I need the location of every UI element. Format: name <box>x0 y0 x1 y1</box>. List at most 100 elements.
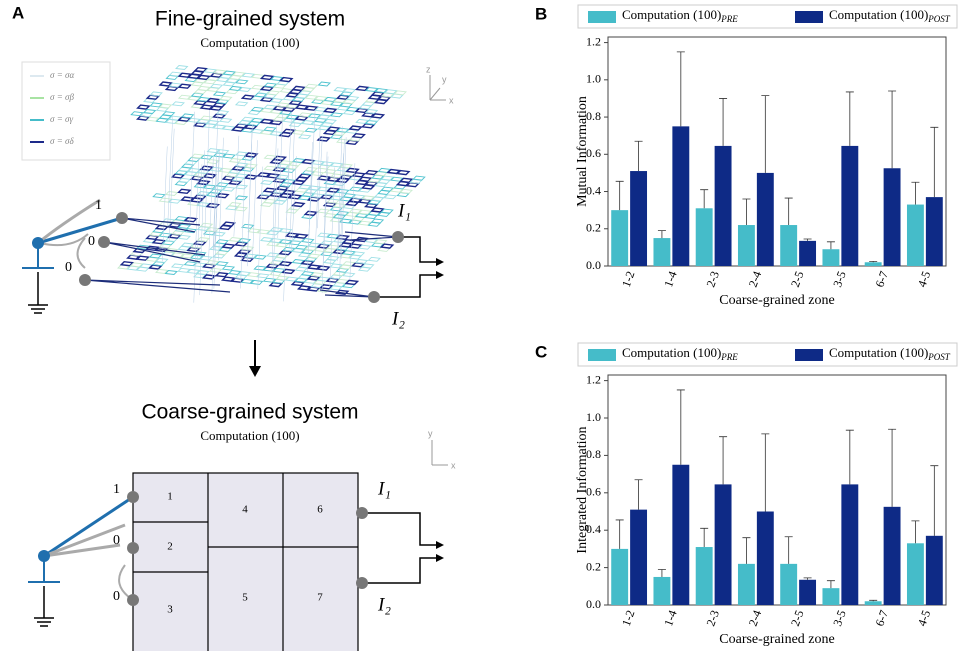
panel-label: C <box>535 342 547 361</box>
lattice-cell <box>342 88 357 94</box>
lattice-link <box>212 110 219 250</box>
lattice-cell <box>174 216 188 222</box>
lattice-cell <box>374 239 388 245</box>
lattice-cell <box>158 103 173 109</box>
bar <box>780 563 798 605</box>
lattice-cell <box>171 252 185 258</box>
x-tick-label: 2-5 <box>788 608 807 628</box>
lattice-cell <box>243 253 258 259</box>
error-bar <box>869 260 878 263</box>
error-bar <box>784 536 793 564</box>
lattice-cell <box>180 242 195 248</box>
lattice-cell <box>196 202 210 207</box>
lattice-cell <box>345 106 360 112</box>
lattice-link <box>218 137 224 261</box>
lattice-cell <box>201 274 217 280</box>
lattice-cell <box>314 106 328 112</box>
output-label: I₁ <box>397 200 411 221</box>
error-bar <box>615 180 624 211</box>
lattice-cell <box>272 155 288 162</box>
panel-label: B <box>535 4 547 23</box>
lattice-cell <box>228 202 242 207</box>
lattice-cell <box>345 95 360 101</box>
x-tick-label: 2-4 <box>746 608 765 628</box>
lattice-cell <box>269 238 283 244</box>
lattice-cell <box>326 255 340 261</box>
lattice-cell <box>364 109 379 114</box>
x-tick-label: 6-7 <box>872 269 891 289</box>
lattice-link <box>204 110 210 237</box>
lattice-cell <box>341 238 357 245</box>
node <box>127 594 139 606</box>
bar <box>672 126 690 267</box>
lattice-cell <box>161 111 176 117</box>
output-label: I₂ <box>391 308 405 329</box>
lattice-cell <box>351 172 367 178</box>
lattice-cell <box>284 276 299 282</box>
lattice-cell <box>300 271 315 277</box>
lattice-cell <box>329 112 344 118</box>
y-tick-label: 0.0 <box>586 258 601 272</box>
lattice-cell <box>222 125 236 131</box>
lattice-cell <box>269 227 283 233</box>
lattice-cell <box>170 263 185 269</box>
x-tick-label: 1-4 <box>661 608 680 628</box>
error-bar <box>634 140 643 172</box>
lattice-cell <box>221 243 236 249</box>
lattice-cell <box>263 154 277 160</box>
lattice-cell <box>336 127 350 133</box>
legend-label: Computation (100)PRE <box>622 345 738 362</box>
lattice-cell <box>354 85 370 92</box>
lattice-cell <box>291 259 305 264</box>
lattice-cell <box>342 272 356 278</box>
error-bar <box>826 580 835 589</box>
lattice-cell <box>212 91 227 97</box>
error-bar <box>911 181 920 205</box>
lattice-cell <box>256 229 271 235</box>
lattice-cell <box>326 126 341 132</box>
lattice-link <box>233 135 240 237</box>
output-label: I₁ <box>377 478 391 499</box>
lattice-cell <box>345 167 360 174</box>
lattice-cell <box>196 96 211 102</box>
zone-label: 1 <box>167 491 173 503</box>
y-tick-label: 0.6 <box>586 485 601 499</box>
error-bar <box>657 569 666 577</box>
lattice-cell <box>177 72 193 78</box>
lattice-cell <box>301 238 315 244</box>
lattice-cell <box>240 278 254 284</box>
error-bar <box>676 389 685 465</box>
y-tick-label: 0.6 <box>586 146 601 160</box>
axis-letter: z <box>426 64 431 74</box>
node <box>356 507 368 519</box>
lattice-cell <box>336 188 350 194</box>
lattice-link <box>322 156 329 271</box>
bar <box>714 145 732 266</box>
coarse-subtitle: Computation (100) <box>200 428 299 443</box>
bar <box>906 204 924 266</box>
input-label: 0 <box>88 234 95 249</box>
lattice-cell <box>348 208 363 214</box>
y-axis-label: Integrated Information <box>575 426 590 553</box>
lattice-cell <box>218 117 233 123</box>
lattice-cell <box>220 276 236 282</box>
lattice-cell <box>256 172 272 178</box>
lattice-cell <box>374 88 388 94</box>
node <box>116 212 128 224</box>
input-label: 1 <box>113 482 120 497</box>
lattice-cell <box>292 158 306 163</box>
error-bar <box>869 599 878 602</box>
y-tick-label: 0.4 <box>586 522 601 536</box>
lattice-cell <box>348 125 363 131</box>
lattice-cell <box>317 81 331 87</box>
bar <box>799 579 817 605</box>
bar <box>653 238 671 266</box>
axis-letter: y <box>428 428 433 438</box>
lattice-cell <box>298 134 312 140</box>
lattice-cell <box>304 94 319 100</box>
lattice-cell <box>215 182 230 188</box>
lattice-cell <box>262 277 277 283</box>
lattice-cell <box>339 163 353 169</box>
lattice-cell <box>393 90 407 96</box>
error-bar <box>700 527 709 548</box>
